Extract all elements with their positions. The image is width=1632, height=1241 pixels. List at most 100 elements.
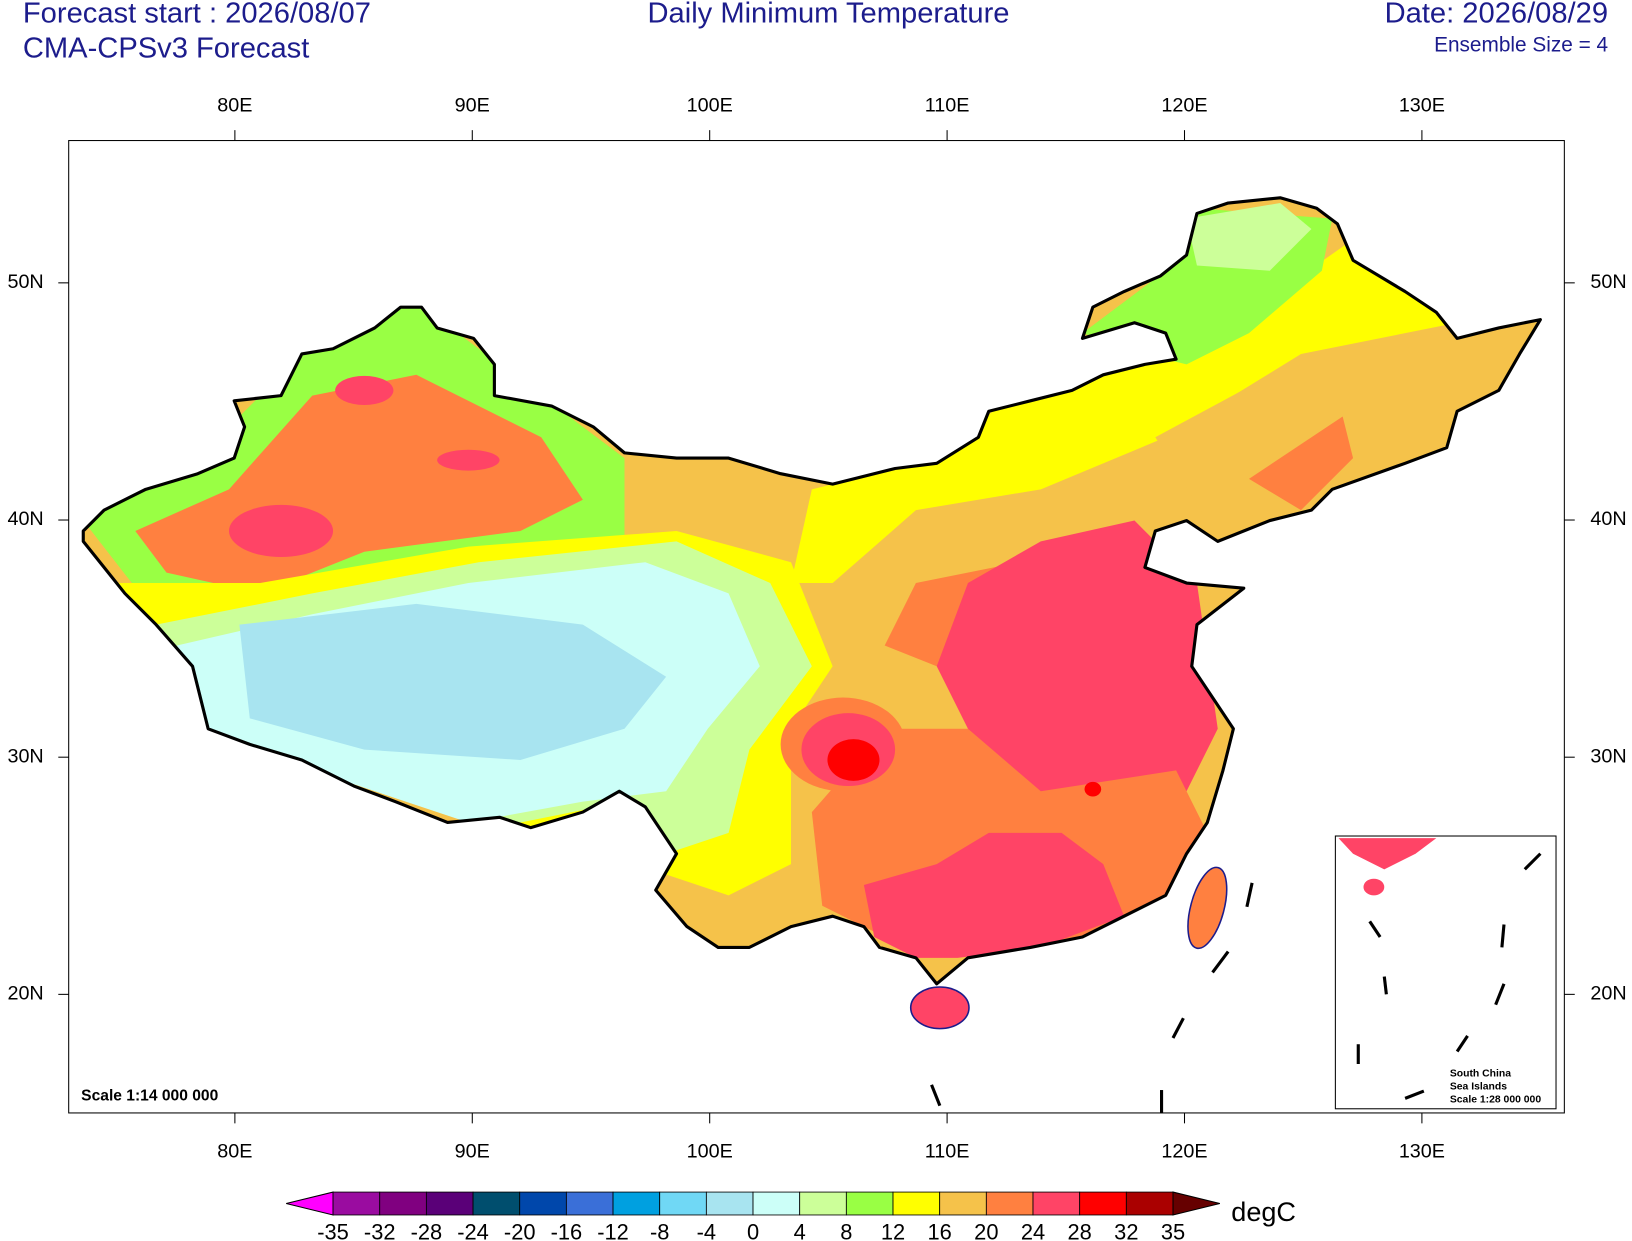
- boundary-dash: [1245, 882, 1254, 908]
- boundary-dash: [1368, 920, 1382, 938]
- valid-date: Date: 2026/08/29: [1385, 0, 1608, 29]
- colorbar-box: [892, 1191, 941, 1216]
- colorbar-label: 32: [1114, 1219, 1138, 1241]
- colorbar-arrow: [1172, 1191, 1220, 1216]
- colorbar-label: 4: [794, 1219, 806, 1241]
- lon-tick-label: 100E: [687, 94, 733, 116]
- colorbar-box: [752, 1191, 801, 1216]
- colorbar-box: [612, 1191, 661, 1216]
- lon-tick-label: 100E: [687, 1141, 733, 1163]
- boundary-dash: [1494, 983, 1506, 1006]
- lat-tick-label: 20N: [7, 983, 43, 1005]
- inset-boundary: [1356, 852, 1542, 1100]
- inset-frame: [1334, 835, 1557, 1110]
- lat-tick-label: 20N: [1590, 983, 1626, 1005]
- boundary-dash: [1211, 950, 1230, 974]
- boundary-dash: [1500, 924, 1506, 948]
- field-area: [239, 603, 667, 761]
- taiwan-island: [1187, 866, 1228, 950]
- colorbar-box: [705, 1191, 754, 1216]
- field-area: [1186, 203, 1312, 271]
- colorbar-box: [1032, 1191, 1081, 1216]
- colorbar-label: -28: [411, 1219, 443, 1241]
- colorbar-box: [565, 1191, 614, 1216]
- model-name: CMA-CPSv3 Forecast: [23, 33, 309, 65]
- lat-tick-label: 30N: [7, 745, 43, 767]
- boundary-dash: [1455, 1035, 1469, 1053]
- lon-tick-label: 110E: [925, 94, 970, 116]
- hainan-island: [909, 986, 970, 1030]
- inset-coast: [1338, 838, 1437, 870]
- colorbar-box: [659, 1191, 707, 1216]
- country-border: [81, 196, 1542, 986]
- colorbar-box: [939, 1191, 987, 1216]
- colorbar-box: [845, 1191, 894, 1216]
- forecast-start: Forecast start : 2026/08/07: [23, 0, 371, 29]
- lat-tick-label: 30N: [1590, 745, 1626, 767]
- lon-tick-label: 120E: [1161, 1141, 1207, 1163]
- lon-tick-label: 110E: [925, 1141, 970, 1163]
- field-area: [228, 504, 334, 557]
- inset-map: South China Sea Islands Scale 1:28 000 000: [1334, 835, 1557, 1110]
- colorbar-box: [425, 1191, 474, 1216]
- field-area: [791, 239, 1458, 584]
- colorbar-label: -32: [364, 1219, 396, 1241]
- field-area: [1248, 416, 1354, 511]
- colorbar-label: -16: [551, 1219, 583, 1241]
- lon-tick-label: 80E: [217, 94, 252, 116]
- boundary-dash: [1404, 1089, 1425, 1100]
- inset-text: South China: [1450, 1068, 1511, 1079]
- colorbar-label: -35: [317, 1219, 349, 1241]
- colorbar-label: -8: [650, 1219, 669, 1241]
- colorbar-box: [1079, 1191, 1127, 1216]
- boundary-dash: [1382, 976, 1388, 995]
- lon-tick-label: 90E: [455, 94, 490, 116]
- colorbar-label: -20: [504, 1219, 536, 1241]
- colorbar-label: -12: [597, 1219, 629, 1241]
- lon-tick-label: 130E: [1399, 94, 1445, 116]
- colorbar-box: [519, 1191, 567, 1216]
- colorbar-label: 0: [747, 1219, 759, 1241]
- field-area: [1084, 781, 1102, 797]
- colorbar-box: [332, 1191, 381, 1216]
- lat-tick-label: 50N: [7, 271, 43, 293]
- inset-text: Scale 1:28 000 000: [1450, 1094, 1541, 1105]
- lon-tick-label: 130E: [1399, 1141, 1445, 1163]
- field-area: [437, 449, 500, 471]
- colorbar-label: 16: [928, 1219, 952, 1241]
- boundary-dash: [1171, 1017, 1185, 1039]
- colorbar-box: [472, 1191, 521, 1216]
- field-area: [827, 739, 880, 781]
- ensemble-size: Ensemble Size = 4: [1434, 33, 1608, 56]
- colorbar-label: 28: [1068, 1219, 1092, 1241]
- colorbar-box: [799, 1191, 847, 1216]
- lon-tick-label: 80E: [217, 1141, 252, 1163]
- field-area: [335, 375, 394, 405]
- inset-text: Sea Islands: [1450, 1081, 1507, 1092]
- colorbar-label: 35: [1161, 1219, 1185, 1241]
- colorbar-box: [985, 1191, 1034, 1216]
- colorbar-label: -4: [697, 1219, 716, 1241]
- colorbar-box: [379, 1191, 427, 1216]
- boundary-dash: [930, 1084, 942, 1107]
- lat-tick-label: 40N: [1590, 508, 1626, 530]
- colorbar-label: -24: [457, 1219, 489, 1241]
- inset-text-block: South China Sea Islands Scale 1:28 000 000: [1450, 1068, 1541, 1105]
- lat-tick-label: 50N: [1590, 271, 1626, 293]
- colorbar-label: 12: [881, 1219, 905, 1241]
- colorbar-box: [1125, 1191, 1174, 1216]
- map-scale: Scale 1:14 000 000: [81, 1087, 218, 1104]
- maritime-boundary: [930, 882, 1254, 1113]
- colorbar-label: 20: [974, 1219, 998, 1241]
- field-area: [863, 832, 1125, 958]
- lon-tick-label: 90E: [455, 1141, 490, 1163]
- title: Daily Minimum Temperature: [648, 0, 1010, 29]
- colorbar-arrow: [286, 1191, 334, 1216]
- colorbar-label: 8: [840, 1219, 852, 1241]
- colorbar-label: 24: [1021, 1219, 1045, 1241]
- boundary-dash: [1523, 852, 1542, 871]
- lon-tick-label: 120E: [1161, 94, 1207, 116]
- inset-island: [1363, 878, 1385, 896]
